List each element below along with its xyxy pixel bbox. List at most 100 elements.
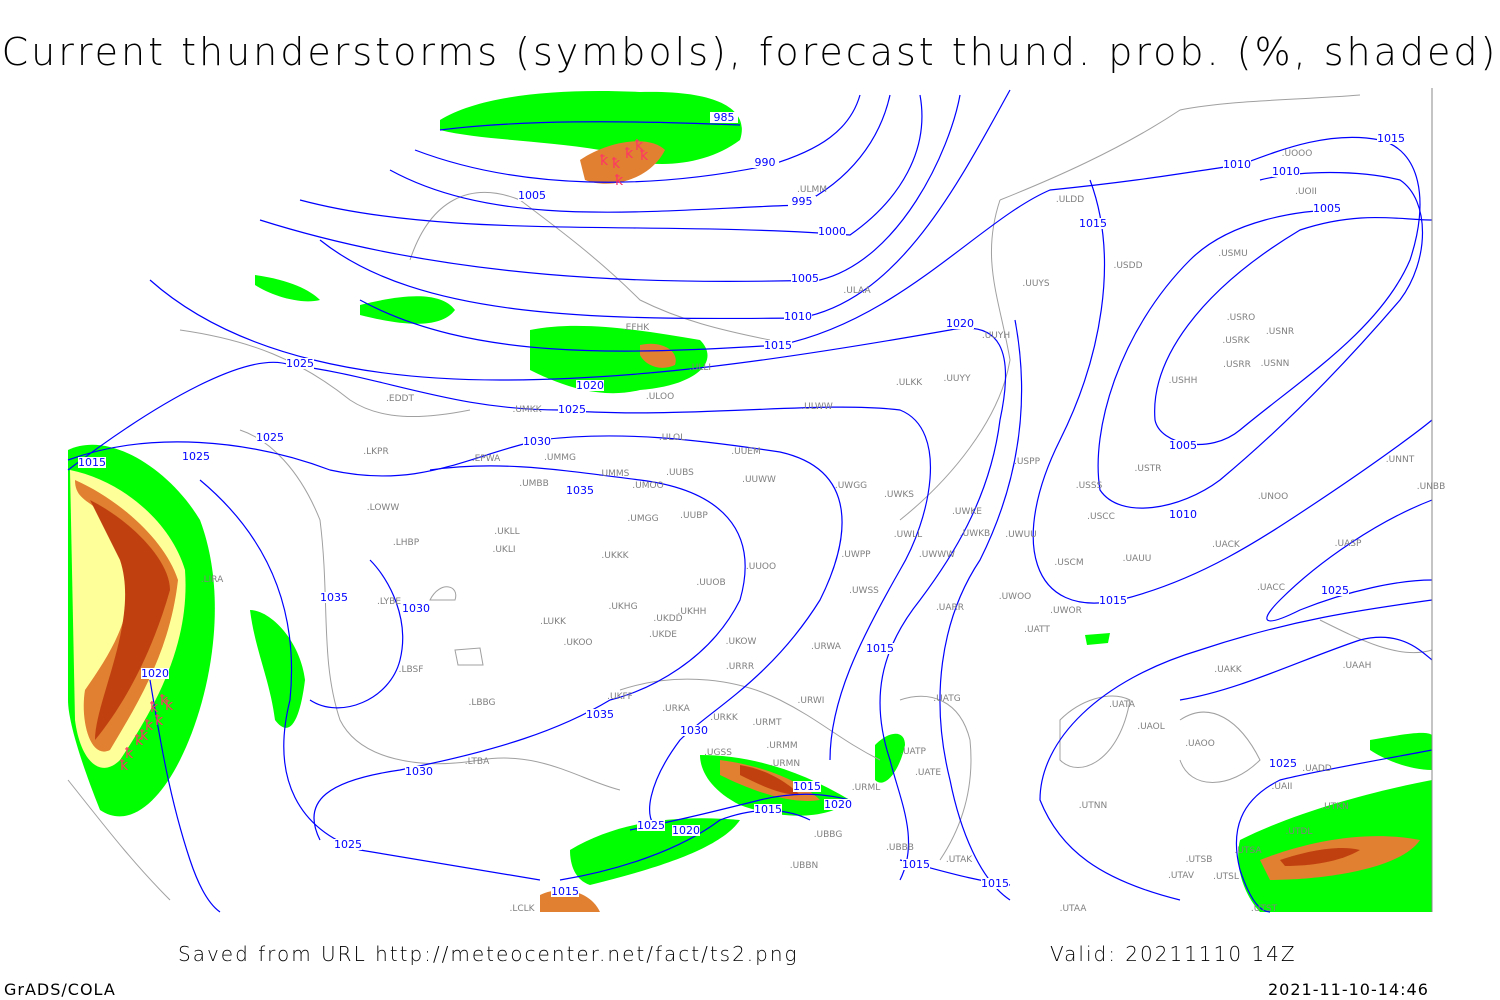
isobar-label-bg [1377,133,1405,144]
station-label: .UUOB [696,578,725,588]
isobar-label-bg [866,643,894,654]
station-label: .ULLI [689,363,711,373]
station-label: .UACK [1212,540,1241,550]
isobar-label: 1030 [405,765,433,778]
station-label: .USSS [1076,481,1103,491]
station-label: .USNN [1261,359,1290,369]
station-label: .UAKK [1214,665,1243,675]
isobar-label-bg [784,311,812,322]
station-labels: .ULMM .ULDD .UOOO .UOII .USDD .USMU .ULAA .UUYS… [201,149,1446,914]
station-label: .USRR [1223,360,1251,370]
isobar-label-bg [523,436,551,447]
isobar-label: 1005 [791,272,819,285]
isobar-line [319,89,1011,320]
thunderstorm-symbol-icon: ꝁ [135,733,144,749]
coastline [899,695,972,861]
valid-time-text: Valid: 20211110 14Z [1050,942,1297,966]
isobar-label: 1015 [1079,217,1107,230]
station-label: .UWGG [835,481,867,491]
isobar-line [149,679,221,913]
isobar-label-bg [1223,159,1251,170]
isobar-label: 1025 [1321,584,1349,597]
isobar-line [1032,179,1433,604]
probability-area [440,90,742,164]
isobar-line [67,435,843,831]
station-label: .UBBB [886,843,914,853]
station-label: .UKHG [608,602,637,612]
thunderstorm-symbol-icon: ꝁ [160,693,169,709]
isobar-label: 1020 [672,824,700,837]
station-label: .UUYY [943,374,971,384]
isobar-label: 1015 [78,456,106,469]
coastline [1059,695,1131,768]
station-label: .UKDD [653,614,682,624]
station-label: .UAOL [1137,722,1165,732]
isobar-label-bg [793,781,821,792]
station-label: .USNR [1266,327,1294,337]
isobar-line [313,465,746,841]
probability-area [1280,848,1360,866]
isobar-label-bg [551,886,579,897]
station-label: .URML [852,783,880,793]
isobar-label: 1015 [1099,594,1127,607]
isobar-line [1179,636,1433,701]
station-label: .USTR [1135,464,1162,474]
isobar-label-bg [78,457,106,468]
isobar-label: 1000 [818,225,846,238]
coastline [999,94,1361,201]
isobar-label: 1015 [866,642,894,655]
isobar-label-bg [672,825,700,836]
station-label: .UWKE [952,507,982,517]
probability-area [740,765,800,795]
isobar-label-bg [764,340,792,351]
generated-timestamp: 2021-11-10-14:46 [1268,980,1429,999]
station-label: .USMU [1218,249,1248,259]
isobar-label: 985 [714,111,735,124]
station-label: .UNNT [1386,455,1415,465]
thunderstorm-symbol-icon: ꝁ [640,148,649,164]
isobar-label-bg [1272,166,1300,177]
station-label: .UTSB [1186,855,1213,865]
coastline [1179,711,1261,783]
station-label: .UTKN [1321,802,1349,812]
software-credit: GrADS/COLA [4,980,116,999]
isobar-label-bg [791,273,819,284]
station-label: .ULMM [797,185,827,195]
isobar-label-bg [710,112,738,123]
isobar-line [414,94,861,183]
isobar-label-bg [566,485,594,496]
isobar-line [1039,599,1433,901]
isobar-label: 1035 [320,591,348,604]
isobar-label: 1015 [793,780,821,793]
station-label: .ULOL [659,433,685,443]
station-label: .UTAV [1168,871,1195,881]
station-label: .URKK [710,713,739,723]
station-label: .USRK [1222,336,1250,346]
isobar-line [1097,171,1423,509]
isobar-label: 1025 [637,819,665,832]
thunderstorm-symbol-icon: ꝁ [125,746,134,762]
probability-area [1085,633,1110,645]
station-label: .UTDL [1286,827,1313,837]
isobar-label-bg [1079,218,1107,229]
station-label: .UWWW [919,550,955,560]
isobar-label: 1015 [1377,132,1405,145]
station-label: .USRO [1227,313,1256,323]
station-label: .EPWA [472,454,501,464]
station-label: .USCM [1054,558,1083,568]
isobar-label: 1010 [1223,158,1251,171]
station-label: .UBBG [814,830,843,840]
station-label: .UWUU [1005,530,1037,540]
station-label: .USHH [1169,376,1198,386]
isobar-label-bg [1169,440,1197,451]
thunderstorm-symbol-icon: ꝁ [615,173,624,189]
station-label: .ULAA [843,286,871,296]
isobar-labels: 9859909951000100510051010101510201025102… [78,111,1405,898]
station-label: .USPP [1014,457,1041,467]
coastline [409,192,771,341]
station-label: .LKPR [363,447,388,457]
isobar-label-bg [405,766,433,777]
isobar-label-bg [334,839,362,850]
isobar-label-bg [518,190,546,201]
isobar-line [259,94,961,283]
